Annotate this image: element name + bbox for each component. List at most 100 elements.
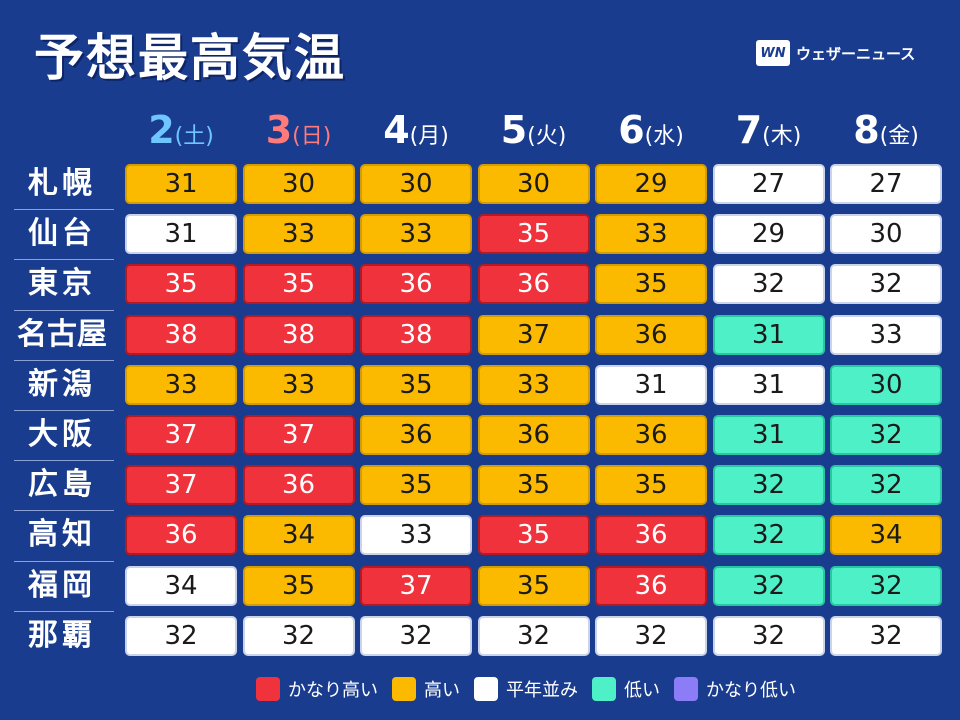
temperature-cell: 31 [712, 314, 825, 355]
brand: WN ウェザーニュース [756, 40, 915, 66]
temperature-cell: 34 [242, 515, 355, 556]
temperature-cell: 30 [242, 164, 355, 204]
row-divider [14, 359, 114, 361]
temperature-cell: 33 [360, 214, 472, 255]
temperature-cell: 35 [477, 465, 590, 506]
temperature-cell: 36 [595, 565, 707, 606]
city-name: 広島 [28, 467, 96, 503]
temperature-cell: 33 [242, 364, 355, 405]
row-divider [14, 560, 114, 562]
temperature-cell: 32 [830, 264, 942, 305]
temperature-cell: 32 [712, 264, 825, 305]
temperature-cell: 35 [242, 565, 355, 606]
temperature-cell: 32 [712, 515, 825, 556]
day-number: 8 [853, 108, 880, 152]
row-divider [14, 510, 114, 512]
temperature-cell: 29 [595, 164, 707, 204]
day-of-week: (日) [292, 124, 332, 149]
day-of-week: (土) [174, 124, 214, 149]
temperature-cell: 30 [830, 214, 942, 255]
temperature-cell: 38 [242, 314, 355, 355]
temperature-cell: 37 [477, 314, 590, 355]
temperature-cell: 35 [242, 264, 355, 305]
temperature-cell: 36 [242, 465, 355, 506]
day-header: 5(火) [478, 108, 590, 152]
temperature-cell: 35 [477, 565, 590, 606]
temperature-cell: 34 [125, 565, 237, 606]
temperature-cell: 36 [360, 264, 472, 305]
temperature-cell: 33 [830, 314, 942, 355]
city-name: 名古屋 [17, 316, 107, 352]
temperature-cell: 32 [595, 615, 707, 656]
temperature-cell: 32 [712, 565, 825, 606]
day-of-week: (金) [879, 124, 919, 149]
legend-label: 平年並み [506, 680, 578, 701]
day-number: 3 [265, 108, 293, 152]
day-number: 2 [148, 108, 175, 152]
day-number: 6 [618, 108, 645, 152]
city-name: 東京 [28, 266, 96, 302]
row-divider [14, 610, 114, 612]
city-name: 福岡 [28, 567, 96, 603]
row-divider [14, 209, 114, 211]
temperature-cell: 31 [125, 164, 237, 204]
temperature-cell: 33 [242, 214, 355, 255]
temperature-cell: 35 [477, 214, 590, 255]
day-of-week: (月) [409, 124, 449, 149]
legend-item: かなり高い [256, 676, 378, 702]
legend-item: かなり低い [674, 676, 796, 702]
temperature-cell: 36 [477, 415, 590, 455]
temperature-cell: 35 [477, 515, 590, 556]
temperature-cell: 27 [712, 164, 825, 204]
day-number: 4 [383, 108, 410, 152]
row-divider [14, 309, 114, 311]
legend-swatch [256, 677, 280, 701]
temperature-cell: 30 [830, 364, 942, 405]
day-of-week: (木) [762, 124, 802, 149]
temperature-cell: 36 [595, 314, 707, 355]
row-divider [14, 259, 114, 261]
temperature-cell: 37 [360, 565, 472, 606]
temperature-cell: 33 [360, 515, 472, 556]
city-name: 高知 [28, 517, 96, 553]
city-name: 札幌 [28, 166, 96, 201]
temperature-cell: 29 [712, 214, 825, 255]
temperature-cell: 35 [360, 465, 472, 506]
legend-label: 高い [424, 680, 460, 701]
row-divider [14, 460, 114, 462]
day-of-week: (火) [527, 124, 567, 149]
day-number: 7 [735, 108, 763, 152]
temperature-cell: 32 [712, 615, 825, 656]
city-name: 仙台 [28, 216, 96, 252]
temperature-cell: 31 [125, 214, 237, 255]
temperature-cell: 33 [595, 214, 707, 255]
legend-label: 低い [624, 680, 660, 701]
temperature-cell: 34 [830, 515, 942, 556]
temperature-cell: 37 [125, 415, 237, 455]
temperature-cell: 32 [830, 615, 942, 656]
temperature-cell: 35 [595, 465, 707, 506]
temperature-cell: 32 [125, 615, 237, 656]
temperature-cell: 32 [830, 415, 942, 455]
temperature-cell: 27 [830, 164, 942, 204]
temperature-cell: 36 [595, 515, 707, 556]
legend-swatch [474, 677, 498, 701]
temperature-cell: 32 [477, 615, 590, 656]
legend-item: 低い [592, 676, 660, 702]
temperature-cell: 32 [242, 615, 355, 656]
legend-swatch [674, 677, 698, 701]
brand-name: ウェザーニュース [796, 44, 916, 63]
temperature-cell: 36 [595, 415, 707, 455]
temperature-cell: 36 [125, 515, 237, 556]
temperature-cell: 35 [125, 264, 237, 305]
temperature-cell: 32 [712, 465, 825, 506]
temperature-cell: 32 [360, 615, 472, 656]
day-header: 4(月) [360, 108, 472, 152]
legend: かなり高い 高い 平年並み 低い かなり低い [256, 676, 796, 702]
temperature-cell: 35 [360, 364, 472, 405]
temperature-cell: 33 [125, 364, 237, 405]
temperature-cell: 32 [830, 465, 942, 506]
temperature-cell: 37 [242, 415, 355, 455]
legend-item: 平年並み [474, 676, 578, 702]
legend-item: 高い [392, 676, 460, 702]
